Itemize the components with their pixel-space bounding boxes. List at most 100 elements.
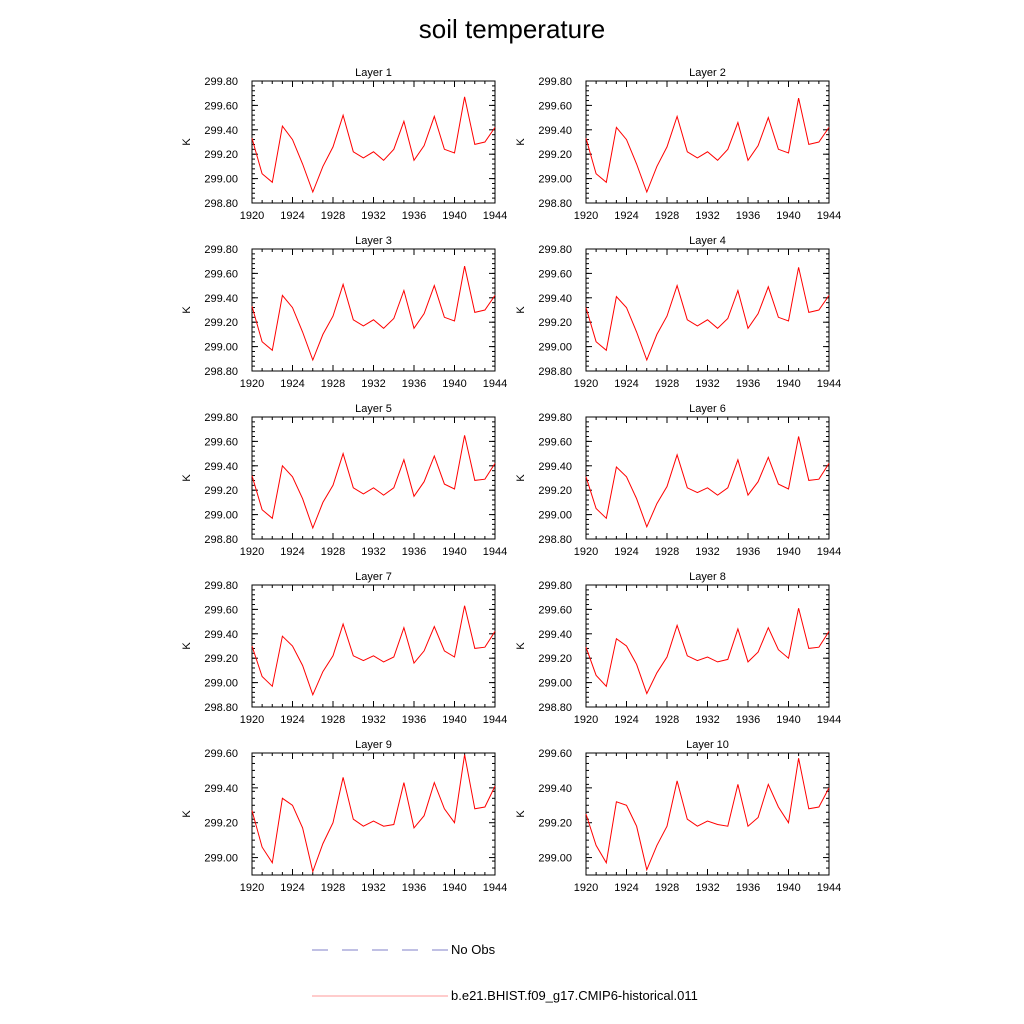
x-tick-label: 1920 (240, 378, 264, 390)
y-tick-label: 299.20 (538, 653, 572, 665)
x-tick-label: 1928 (655, 378, 679, 390)
y-tick-label: 299.00 (538, 342, 572, 354)
x-tick-label: 1928 (655, 714, 679, 726)
x-tick-label: 1932 (361, 546, 385, 558)
plot-frame (251, 416, 496, 540)
panel-layer-3: Layer 3 K 1920 1924 1928 1932 1936 1940 1944 298.… (181, 235, 507, 390)
x-tick-label: 1920 (574, 882, 598, 894)
y-tick-label: 299.20 (204, 149, 238, 161)
y-tick-label: 299.00 (204, 678, 238, 690)
y-tick-label: 299.80 (204, 412, 238, 424)
panel-layer-2: Layer 2 K 1920 1924 1928 1932 1936 1940 1944 298.… (515, 67, 841, 222)
y-tick-label: 299.60 (538, 604, 572, 616)
x-tick-label: 1936 (736, 210, 760, 222)
y-tick-label: 299.00 (538, 510, 572, 522)
x-tick-label: 1924 (614, 882, 638, 894)
x-tick-label: 1920 (240, 882, 264, 894)
panel-title: Layer 5 (355, 403, 392, 415)
y-tick-label: 298.80 (204, 534, 238, 546)
y-tick-label: 299.20 (204, 818, 238, 830)
x-tick-label: 1944 (483, 378, 507, 390)
y-tick-label: 298.80 (538, 366, 572, 378)
x-tick-label: 1944 (817, 210, 841, 222)
series-line-model (585, 758, 830, 872)
y-tick-label: 299.40 (538, 783, 572, 795)
y-tick-label: 299.20 (204, 485, 238, 497)
x-tick-label: 1944 (483, 210, 507, 222)
y-tick-label: 299.80 (204, 244, 238, 256)
y-tick-label: 299.20 (204, 653, 238, 665)
y-axis-label: K (515, 810, 527, 818)
x-tick-label: 1940 (776, 714, 800, 726)
y-tick-label: 299.40 (538, 125, 572, 137)
panel-title: Layer 7 (355, 571, 392, 583)
x-tick-label: 1924 (614, 546, 638, 558)
x-tick-label: 1944 (817, 546, 841, 558)
panel-title: Layer 8 (689, 571, 726, 583)
y-tick-label: 299.00 (204, 510, 238, 522)
series-line-model (251, 265, 496, 362)
y-tick-label: 299.00 (538, 678, 572, 690)
x-tick-label: 1932 (695, 882, 719, 894)
x-tick-label: 1940 (776, 546, 800, 558)
y-tick-label: 299.20 (538, 818, 572, 830)
plot-frame (585, 752, 830, 876)
x-tick-label: 1944 (817, 714, 841, 726)
panel-layer-1: Layer 1 K 1920 1924 1928 1932 1936 1940 1944 298.… (181, 67, 507, 222)
y-tick-label: 298.80 (204, 702, 238, 714)
x-tick-label: 1940 (776, 210, 800, 222)
x-tick-label: 1940 (776, 378, 800, 390)
series-line-model (585, 436, 830, 529)
x-tick-label: 1924 (280, 882, 304, 894)
x-tick-label: 1932 (695, 378, 719, 390)
x-tick-label: 1944 (817, 378, 841, 390)
legend-obs-label: No Obs (451, 942, 496, 957)
x-tick-label: 1924 (280, 546, 304, 558)
legend (312, 949, 448, 997)
figure-title: soil temperature (418, 14, 606, 44)
x-tick-label: 1920 (240, 714, 264, 726)
x-tick-label: 1940 (442, 210, 466, 222)
y-tick-label: 299.40 (204, 293, 238, 305)
panel-layer-9: Layer 9 K 1920 1924 1928 1932 1936 1940 1944 299.… (181, 739, 507, 894)
x-tick-label: 1928 (655, 546, 679, 558)
y-tick-label: 299.60 (538, 748, 572, 760)
x-tick-label: 1940 (442, 714, 466, 726)
plot-frame (585, 248, 830, 372)
x-tick-label: 1920 (240, 210, 264, 222)
x-tick-label: 1920 (574, 210, 598, 222)
y-tick-label: 298.80 (204, 198, 238, 210)
y-tick-label: 299.00 (538, 853, 572, 865)
y-tick-label: 299.80 (538, 76, 572, 88)
panel-title: Layer 6 (689, 403, 726, 415)
y-axis-label: K (515, 306, 527, 314)
x-tick-label: 1932 (695, 210, 719, 222)
y-tick-label: 299.80 (538, 580, 572, 592)
y-axis-label: K (181, 138, 193, 146)
x-tick-label: 1932 (361, 378, 385, 390)
x-tick-label: 1932 (695, 546, 719, 558)
panel-layer-8: Layer 8 K 1920 1924 1928 1932 1936 1940 1944 298.… (515, 571, 841, 726)
x-tick-label: 1932 (361, 714, 385, 726)
series-line-model (585, 267, 830, 362)
x-tick-label: 1944 (483, 882, 507, 894)
x-tick-label: 1936 (402, 546, 426, 558)
y-tick-label: 298.80 (538, 702, 572, 714)
x-tick-label: 1924 (280, 378, 304, 390)
panel-title: Layer 4 (689, 235, 726, 247)
x-tick-label: 1936 (736, 882, 760, 894)
y-tick-label: 299.40 (204, 629, 238, 641)
x-tick-label: 1928 (321, 882, 345, 894)
plot-frame (585, 80, 830, 204)
y-axis-label: K (181, 642, 193, 650)
y-tick-label: 299.40 (538, 461, 572, 473)
x-tick-label: 1928 (655, 882, 679, 894)
panel-title: Layer 9 (355, 739, 392, 751)
y-tick-label: 299.80 (204, 76, 238, 88)
x-tick-label: 1928 (321, 714, 345, 726)
y-tick-label: 298.80 (538, 198, 572, 210)
x-tick-label: 1940 (442, 882, 466, 894)
x-tick-label: 1936 (736, 714, 760, 726)
panel-layer-6: Layer 6 K 1920 1924 1928 1932 1936 1940 1944 298.… (515, 403, 841, 558)
